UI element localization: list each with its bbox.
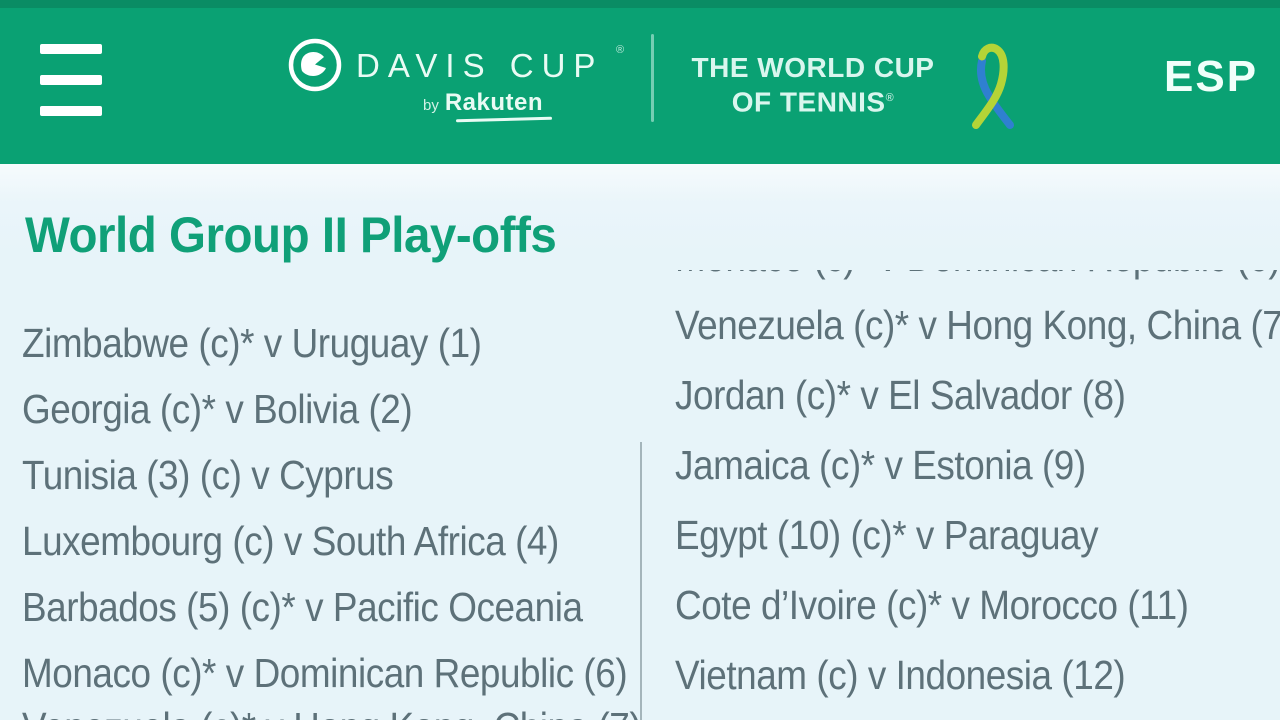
match-row: Venezuela (c)* v Hong Kong, China (7) xyxy=(22,694,642,720)
registered-mark: ® xyxy=(616,44,625,56)
davis-cup-ball-icon xyxy=(288,38,342,92)
match-row: Zimbabwe (c)* v Uruguay (1) xyxy=(22,320,482,366)
page-title: World Group II Play-offs xyxy=(25,207,557,263)
match-row: Luxembourg (c) v South Africa (4) xyxy=(22,518,559,564)
menu-bar xyxy=(40,75,102,85)
match-row: Venezuela (c)* v Hong Kong, China (7) xyxy=(675,302,1280,348)
match-row: Jamaica (c)* v Estonia (9) xyxy=(675,442,1086,488)
match-row: Tunisia (3) (c) v Cyprus xyxy=(22,452,394,498)
byline-by: by xyxy=(422,97,439,114)
menu-bar xyxy=(40,106,102,116)
sponsor-underline xyxy=(455,116,553,123)
tagline-line2: OF TENNIS® xyxy=(731,86,895,118)
header-divider xyxy=(651,34,654,122)
match-row: Monaco (c)* v Dominican Republic (6) xyxy=(675,270,1280,288)
hamburger-menu-icon[interactable] xyxy=(40,44,102,117)
davis-cup-logo[interactable]: DAVIS CUP ® by Rakuten xyxy=(288,36,628,128)
main-content: World Group II Play-offs Monaco (c)* v D… xyxy=(0,164,1280,720)
ukraine-ribbon-icon xyxy=(972,43,1014,129)
language-selector[interactable]: ESP xyxy=(1164,52,1259,101)
match-row: Monaco (c)* v Dominican Republic (6) xyxy=(22,650,628,696)
match-row: Cote d’Ivoire (c)* v Morocco (11) xyxy=(675,582,1189,628)
match-row: Jordan (c)* v El Salvador (8) xyxy=(675,372,1126,418)
column-divider xyxy=(640,442,642,720)
sponsor-name: Rakuten xyxy=(444,89,544,116)
cropped-row-bottom: Venezuela (c)* v Hong Kong, China (7) xyxy=(22,694,710,720)
sponsor-byline: by Rakuten xyxy=(398,89,568,123)
tagline-line1: THE WORLD CUP xyxy=(691,52,935,83)
matches-right-column: Venezuela (c)* v Hong Kong, China (7) Jo… xyxy=(675,290,1280,710)
matches-left-column: Zimbabwe (c)* v Uruguay (1) Georgia (c)*… xyxy=(22,310,694,706)
registered-mark: ® xyxy=(885,92,895,104)
match-row: Vietnam (c) v Indonesia (12) xyxy=(675,652,1126,698)
cropped-row-remnant: Monaco (c)* v Dominican Republic (6) xyxy=(675,270,1280,288)
app-header: DAVIS CUP ® by Rakuten THE WORLD CUP OF T… xyxy=(0,0,1280,178)
tagline: THE WORLD CUP OF TENNIS® xyxy=(668,52,958,117)
menu-bar xyxy=(40,44,102,54)
header-top-strip xyxy=(0,0,1280,8)
brand-name: DAVIS CUP xyxy=(356,47,604,84)
match-row: Egypt (10) (c)* v Paraguay xyxy=(675,512,1099,558)
match-row: Barbados (5) (c)* v Pacific Oceania xyxy=(22,584,583,630)
match-row: Georgia (c)* v Bolivia (2) xyxy=(22,386,413,432)
